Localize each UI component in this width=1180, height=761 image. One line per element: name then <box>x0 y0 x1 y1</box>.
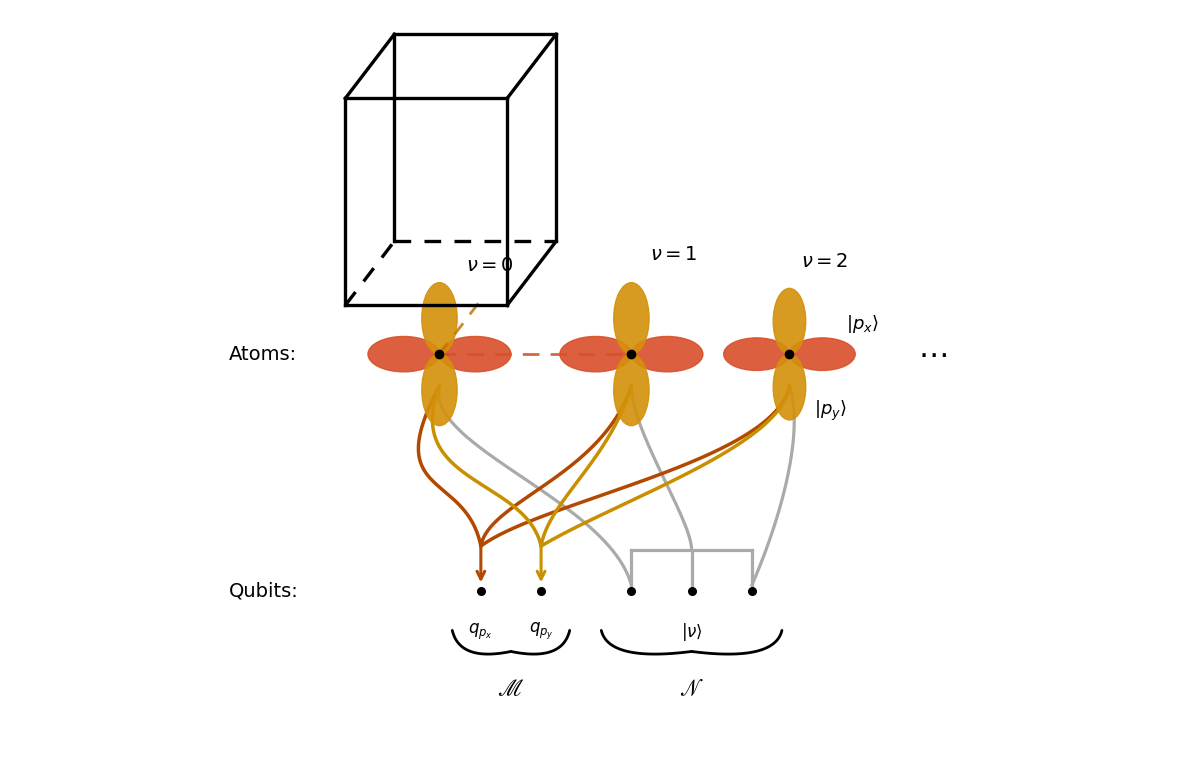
Text: Qubits:: Qubits: <box>229 581 299 600</box>
Text: $\mathscr{M}$: $\mathscr{M}$ <box>498 677 524 701</box>
Text: Atoms:: Atoms: <box>229 345 297 364</box>
Ellipse shape <box>614 354 649 425</box>
Ellipse shape <box>614 282 649 354</box>
Ellipse shape <box>773 288 806 354</box>
Text: $\nu = 2$: $\nu = 2$ <box>801 253 848 272</box>
Text: $\mathscr{N}$: $\mathscr{N}$ <box>680 677 704 701</box>
Ellipse shape <box>631 336 703 372</box>
Text: $|p_x\rangle$: $|p_x\rangle$ <box>846 313 879 335</box>
Ellipse shape <box>723 338 789 371</box>
Ellipse shape <box>421 354 457 425</box>
Ellipse shape <box>559 336 631 372</box>
Text: $q_{p_x}$: $q_{p_x}$ <box>468 621 493 642</box>
Text: $\nu = 1$: $\nu = 1$ <box>650 245 697 264</box>
Ellipse shape <box>439 336 511 372</box>
Ellipse shape <box>421 282 457 354</box>
Ellipse shape <box>368 336 439 372</box>
Text: $\cdots$: $\cdots$ <box>918 339 946 368</box>
Text: $\nu = 0$: $\nu = 0$ <box>466 256 513 275</box>
Text: $|p_y\rangle$: $|p_y\rangle$ <box>813 399 846 422</box>
Text: $|\nu\rangle$: $|\nu\rangle$ <box>681 621 702 643</box>
Text: $q_{p_y}$: $q_{p_y}$ <box>529 621 553 642</box>
Ellipse shape <box>789 338 856 371</box>
Ellipse shape <box>773 354 806 420</box>
